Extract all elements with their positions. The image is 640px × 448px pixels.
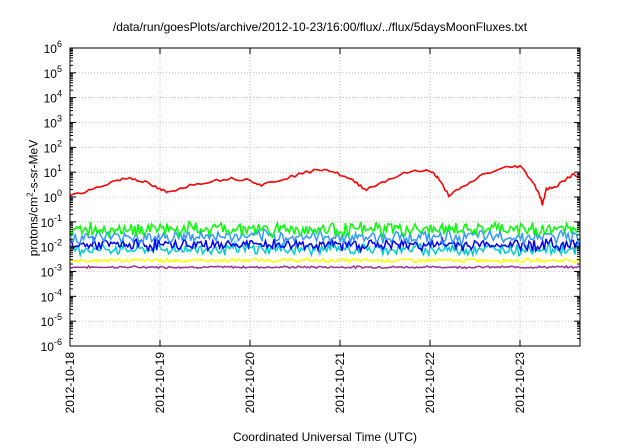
- y-tick-base: 10: [41, 266, 55, 280]
- y-tick-exponent: 1: [57, 163, 62, 173]
- y-tick-label: 10-5: [41, 312, 62, 329]
- y-tick-label: 106: [44, 39, 62, 56]
- y-tick-exponent: -4: [54, 287, 62, 297]
- y-tick-exponent: 6: [57, 39, 62, 49]
- x-tick-label: 2012-10-23: [513, 352, 527, 414]
- y-tick-exponent: -2: [54, 238, 62, 248]
- y-tick-base: 10: [44, 141, 58, 155]
- y-tick-exponent: 4: [57, 89, 62, 99]
- series-line: [69, 235, 581, 254]
- series-line: [69, 256, 581, 264]
- x-tick-label: 2012-10-20: [243, 352, 257, 414]
- x-tick-label: 2012-10-18: [63, 352, 77, 414]
- y-tick-label: 101: [44, 163, 62, 180]
- y-tick-label: 10-6: [41, 337, 62, 354]
- axis-ticks: [69, 47, 580, 347]
- y-tick-base: 10: [44, 92, 58, 106]
- y-tick-base: 10: [41, 216, 55, 230]
- y-tick-exponent: -3: [54, 263, 62, 273]
- y-tick-base: 10: [41, 241, 55, 255]
- series-line: [69, 226, 581, 247]
- x-tick-label: 2012-10-21: [333, 352, 347, 414]
- x-tick-labels: 2012-10-18 2012-10-19 2012-10-20 2012-10-21…: [63, 352, 527, 414]
- y-tick-exponent: -5: [54, 312, 62, 322]
- y-tick-base: 10: [44, 117, 58, 131]
- series-line: [69, 219, 581, 240]
- y-tick-exponent: 3: [57, 114, 62, 124]
- y-tick-base: 10: [44, 166, 58, 180]
- series-line-red: [69, 164, 581, 206]
- series-line: [69, 264, 581, 270]
- y-axis-label: protons/cm2-s-sr-MeV: [26, 140, 41, 256]
- y-tick-base: 10: [44, 67, 58, 81]
- y-tick-label: 103: [44, 114, 62, 131]
- y-tick-label: 105: [44, 64, 62, 81]
- x-tick-label: 2012-10-22: [423, 352, 437, 414]
- y-tick-label: 100: [44, 188, 62, 205]
- y-tick-base: 10: [41, 340, 55, 354]
- y-axis-label-exponent: 2: [25, 192, 35, 197]
- y-tick-label: 104: [44, 89, 62, 106]
- y-tick-label: 10-3: [41, 263, 62, 280]
- y-tick-exponent: -6: [54, 337, 62, 347]
- y-tick-exponent: 5: [57, 64, 62, 74]
- x-tick-label: 2012-10-19: [153, 352, 167, 414]
- y-tick-exponent: 0: [57, 188, 62, 198]
- y-tick-base: 10: [44, 191, 58, 205]
- y-axis-label-rest: -s-sr-MeV: [26, 139, 41, 193]
- y-axis-label-unit: protons/cm: [26, 196, 41, 257]
- y-tick-base: 10: [44, 42, 58, 56]
- y-tick-base: 10: [41, 290, 55, 304]
- y-tick-exponent: 2: [57, 138, 62, 148]
- y-tick-label: 102: [44, 138, 62, 155]
- y-tick-base: 10: [41, 315, 55, 329]
- y-tick-labels: 10-610-510-410-310-210-11001011021031041…: [41, 39, 62, 354]
- y-tick-label: 10-4: [41, 287, 62, 304]
- x-axis-label: Coordinated Universal Time (UTC): [232, 430, 418, 444]
- data-series: [69, 164, 581, 270]
- chart-title: /data/run/goesPlots/archive/2012-10-23/1…: [112, 20, 528, 34]
- y-tick-label: 10-1: [41, 213, 62, 230]
- y-tick-label: 10-2: [41, 238, 62, 255]
- y-tick-exponent: -1: [54, 213, 62, 223]
